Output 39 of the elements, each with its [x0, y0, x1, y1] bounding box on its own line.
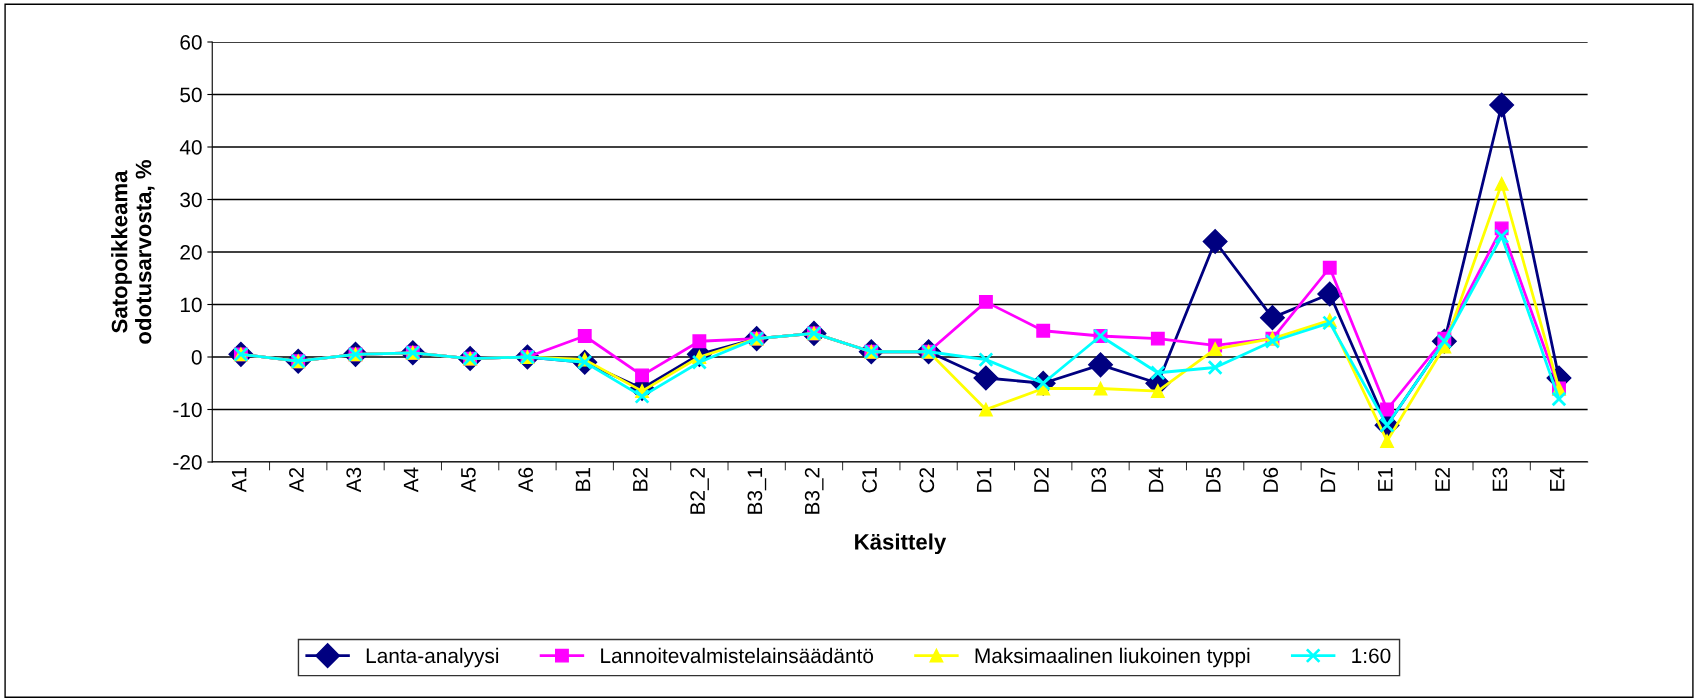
- x-tick-label: C2: [919, 467, 935, 493]
- x-tick-label: E2: [1435, 467, 1450, 491]
- x-tick-label: D4: [1148, 467, 1164, 492]
- x-tick-label: B2_2: [690, 467, 709, 514]
- y-tick-label: 0: [191, 350, 202, 365]
- x-tick-label: D3: [1091, 467, 1107, 492]
- legend-label: Maksimaalinen liukoinen typpi: [975, 647, 1250, 668]
- legend-label: Lanta-analyysi: [366, 647, 499, 668]
- x-tick-label: B3_1: [747, 467, 767, 514]
- x-tick-label: C1: [862, 467, 877, 493]
- x-tick-label: B2: [632, 467, 648, 491]
- y-tick-label: 60: [180, 35, 202, 50]
- x-tick-label: B1: [575, 467, 591, 491]
- x-tick-label: A5: [461, 467, 476, 493]
- legend-label: Lannoitevalmistelainsäädäntö: [601, 647, 874, 664]
- x-tick-label: E1: [1378, 467, 1393, 491]
- x-tick-label: D7: [1320, 467, 1336, 492]
- x-tick-label: D1: [976, 467, 992, 492]
- y-tick-label: 30: [180, 192, 202, 208]
- x-tick-label: B3_2: [804, 467, 824, 514]
- legend-label: 1:60: [1352, 648, 1391, 664]
- x-tick-label: A3: [346, 467, 362, 493]
- x-tick-label: A4: [403, 467, 419, 493]
- y-tick-label: 50: [180, 87, 202, 103]
- y-tick-label: 40: [179, 140, 202, 155]
- x-tick-label: E4: [1550, 467, 1565, 491]
- y-tick-label: 20: [180, 245, 202, 260]
- x-tick-label: E3: [1492, 467, 1508, 491]
- y-tick-label: 10: [180, 297, 202, 313]
- x-tick-label: D6: [1263, 467, 1279, 492]
- x-tick-label: D2: [1034, 467, 1049, 492]
- y-tick-label: -10: [173, 402, 202, 418]
- x-tick-label: A2: [289, 467, 304, 493]
- y-tick-label: -20: [173, 455, 202, 470]
- x-axis-title: Käsittely: [855, 533, 947, 555]
- x-tick-label: D5: [1206, 467, 1221, 492]
- x-tick-label: A1: [231, 467, 247, 493]
- x-tick-label: A6: [518, 467, 534, 493]
- y-axis-title: Satopoikkeama odotusarvosta, %: [111, 159, 155, 344]
